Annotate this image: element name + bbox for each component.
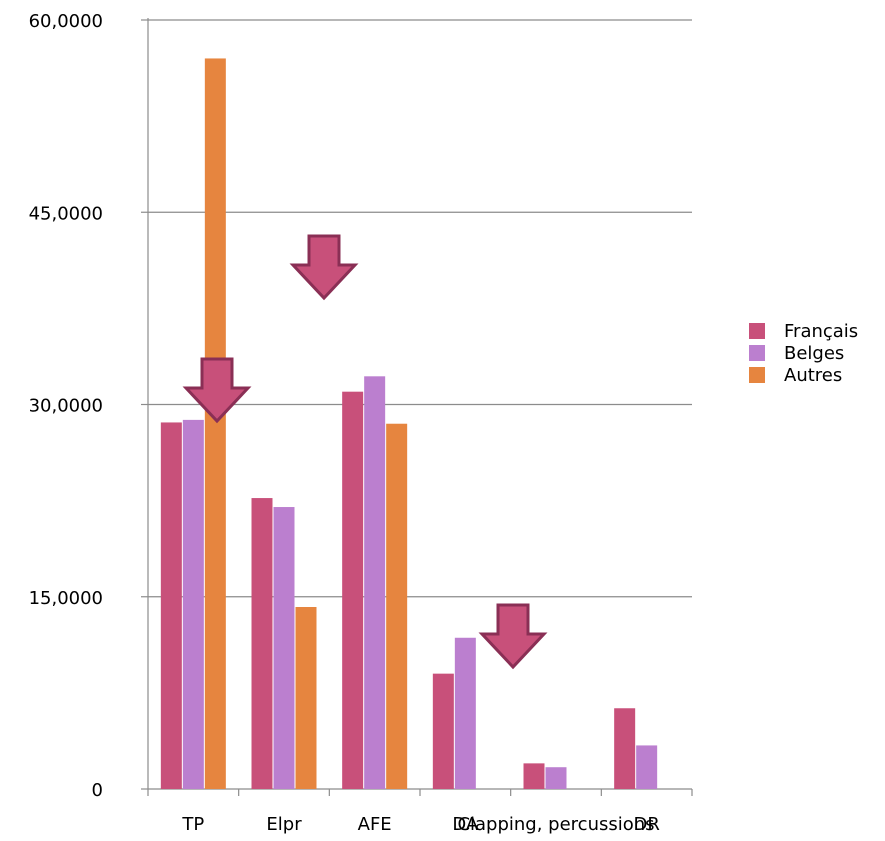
legend-swatch [749,345,765,361]
bar [204,58,226,789]
axes [141,18,693,796]
legend-swatch [749,323,765,339]
bar [454,637,476,789]
bar [251,498,273,789]
legend-swatch [749,367,765,383]
y-tick-label: 45,0000 [29,203,103,224]
annotation-arrows [182,234,548,670]
x-tick-label: DR [633,814,659,835]
bar [432,673,454,789]
bar [545,767,567,789]
y-tick-label: 60,0000 [29,11,103,32]
legend-label: Français [784,321,858,342]
legend-label: Belges [784,343,844,364]
bar [386,423,408,789]
y-tick-label: 30,0000 [29,396,103,417]
down-arrow-annotation [289,234,359,301]
bar [614,708,636,789]
bar [636,745,658,789]
gridlines [148,19,692,598]
y-tick-label: 15,0000 [29,588,103,609]
x-tick-label: DA [452,814,479,835]
x-tick-label: AFE [358,814,392,835]
bars [160,58,658,789]
bar [182,419,204,789]
bar [342,391,364,789]
down-arrow-annotation [182,357,252,424]
x-tick-label: Elpr [266,814,302,835]
bar [523,763,545,789]
bar [160,422,182,789]
x-tick-label: TP [181,814,204,835]
bar [295,607,317,789]
y-axis-tick-labels: 0 15,0000 30,0000 45,0000 60,0000 [29,11,103,801]
legend-label: Autres [784,365,842,386]
y-tick-label: 0 [92,780,103,801]
bar [273,507,295,789]
down-arrow-annotation [478,603,548,670]
x-tick-label: Clapping, percussions [457,814,654,835]
bar [364,376,386,789]
